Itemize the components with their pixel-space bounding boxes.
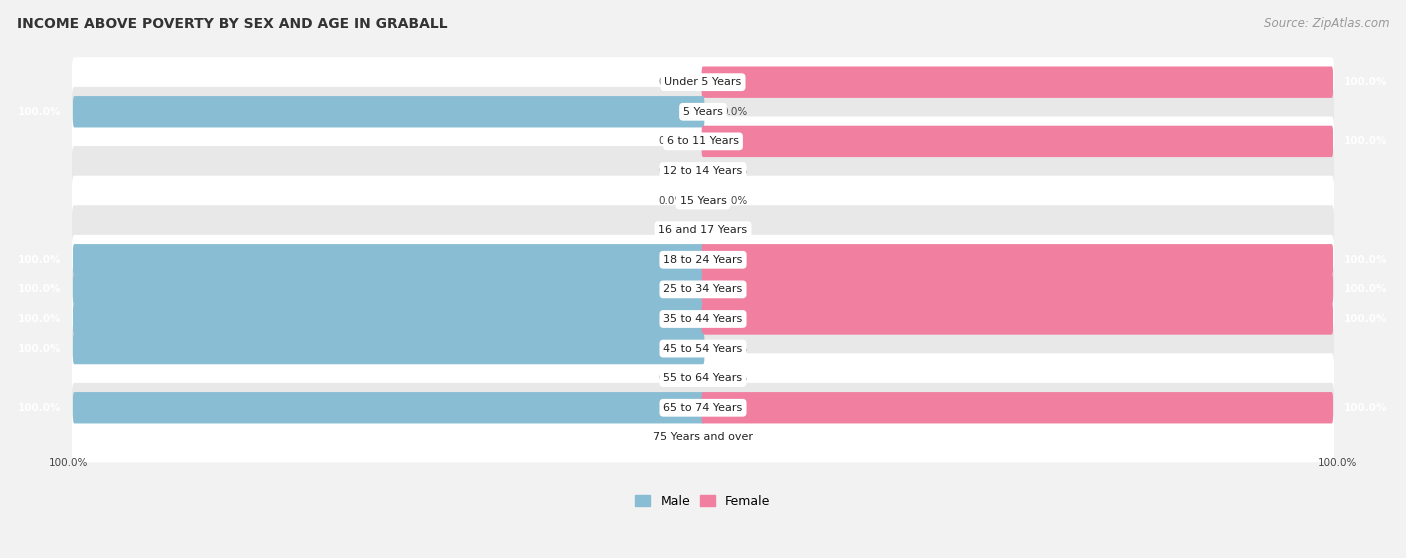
FancyBboxPatch shape <box>702 244 1333 276</box>
Text: 100.0%: 100.0% <box>18 344 62 354</box>
Text: 0.0%: 0.0% <box>658 166 685 176</box>
Text: 100.0%: 100.0% <box>18 255 62 265</box>
FancyBboxPatch shape <box>73 392 704 424</box>
Text: 100.0%: 100.0% <box>18 403 62 413</box>
FancyBboxPatch shape <box>73 96 704 127</box>
FancyBboxPatch shape <box>73 244 704 276</box>
Text: 0.0%: 0.0% <box>721 373 748 383</box>
Text: Source: ZipAtlas.com: Source: ZipAtlas.com <box>1264 17 1389 30</box>
Text: 75 Years and over: 75 Years and over <box>652 432 754 442</box>
Text: 55 to 64 Years: 55 to 64 Years <box>664 373 742 383</box>
FancyBboxPatch shape <box>72 117 1334 166</box>
Text: 0.0%: 0.0% <box>721 195 748 205</box>
Text: 100.0%: 100.0% <box>1344 285 1388 295</box>
FancyBboxPatch shape <box>702 126 1333 157</box>
FancyBboxPatch shape <box>72 87 1334 137</box>
Text: 16 and 17 Years: 16 and 17 Years <box>658 225 748 235</box>
Text: 0.0%: 0.0% <box>721 432 748 442</box>
FancyBboxPatch shape <box>72 353 1334 403</box>
FancyBboxPatch shape <box>702 304 1333 335</box>
Text: 0.0%: 0.0% <box>658 195 685 205</box>
Text: 100.0%: 100.0% <box>1344 403 1388 413</box>
Text: 0.0%: 0.0% <box>721 344 748 354</box>
Text: Under 5 Years: Under 5 Years <box>665 77 741 87</box>
FancyBboxPatch shape <box>72 57 1334 107</box>
FancyBboxPatch shape <box>72 264 1334 314</box>
Text: 25 to 34 Years: 25 to 34 Years <box>664 285 742 295</box>
Text: 0.0%: 0.0% <box>721 225 748 235</box>
Text: 100.0%: 100.0% <box>1344 136 1388 146</box>
Text: 0.0%: 0.0% <box>658 77 685 87</box>
Text: 100.0%: 100.0% <box>49 459 89 468</box>
Text: 15 Years: 15 Years <box>679 195 727 205</box>
FancyBboxPatch shape <box>72 383 1334 432</box>
Text: 100.0%: 100.0% <box>18 314 62 324</box>
Text: 5 Years: 5 Years <box>683 107 723 117</box>
FancyBboxPatch shape <box>72 324 1334 373</box>
Text: 0.0%: 0.0% <box>658 136 685 146</box>
Text: INCOME ABOVE POVERTY BY SEX AND AGE IN GRABALL: INCOME ABOVE POVERTY BY SEX AND AGE IN G… <box>17 17 447 31</box>
Legend: Male, Female: Male, Female <box>630 490 776 513</box>
Text: 0.0%: 0.0% <box>658 432 685 442</box>
Text: 100.0%: 100.0% <box>1344 255 1388 265</box>
FancyBboxPatch shape <box>73 304 704 335</box>
Text: 100.0%: 100.0% <box>18 285 62 295</box>
FancyBboxPatch shape <box>72 176 1334 225</box>
Text: 100.0%: 100.0% <box>1344 77 1388 87</box>
FancyBboxPatch shape <box>72 235 1334 285</box>
Text: 0.0%: 0.0% <box>658 373 685 383</box>
Text: 0.0%: 0.0% <box>721 166 748 176</box>
Text: 18 to 24 Years: 18 to 24 Years <box>664 255 742 265</box>
FancyBboxPatch shape <box>72 412 1334 462</box>
Text: 45 to 54 Years: 45 to 54 Years <box>664 344 742 354</box>
Text: 65 to 74 Years: 65 to 74 Years <box>664 403 742 413</box>
FancyBboxPatch shape <box>702 392 1333 424</box>
FancyBboxPatch shape <box>72 146 1334 196</box>
Text: 100.0%: 100.0% <box>1344 314 1388 324</box>
Text: 100.0%: 100.0% <box>18 107 62 117</box>
FancyBboxPatch shape <box>702 66 1333 98</box>
FancyBboxPatch shape <box>73 273 704 305</box>
Text: 0.0%: 0.0% <box>721 107 748 117</box>
Text: 12 to 14 Years: 12 to 14 Years <box>664 166 742 176</box>
FancyBboxPatch shape <box>702 273 1333 305</box>
FancyBboxPatch shape <box>72 205 1334 255</box>
FancyBboxPatch shape <box>72 294 1334 344</box>
Text: 0.0%: 0.0% <box>658 225 685 235</box>
Text: 100.0%: 100.0% <box>1317 459 1357 468</box>
Text: 35 to 44 Years: 35 to 44 Years <box>664 314 742 324</box>
FancyBboxPatch shape <box>73 333 704 364</box>
Text: 6 to 11 Years: 6 to 11 Years <box>666 136 740 146</box>
